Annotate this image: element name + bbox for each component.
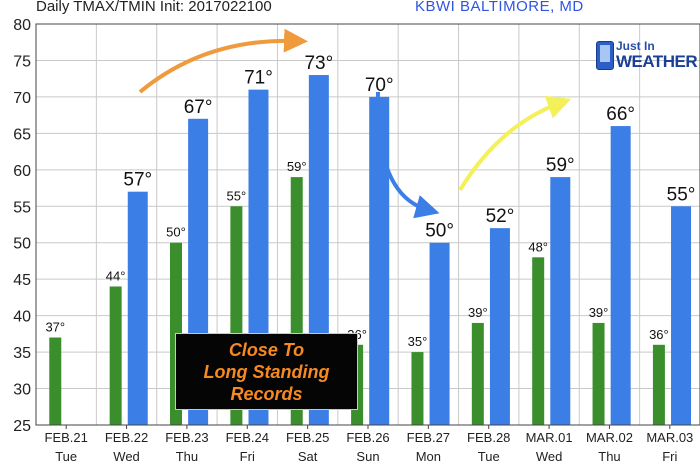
y-tick-label: 70	[13, 90, 31, 107]
x-tick-weekday: Wed	[113, 449, 140, 464]
callout-text: Close To Long Standing Records	[203, 339, 330, 404]
x-tick-weekday: Thu	[176, 449, 198, 464]
logo-line-1: Just In	[616, 39, 655, 53]
y-tick-label: 50	[13, 236, 31, 253]
x-tick-date: FEB.28	[467, 430, 510, 445]
tmin-value-label: 37°	[45, 320, 65, 335]
blue-cooling-arrow	[375, 91, 440, 219]
logo-line-2: WEATHER	[616, 52, 698, 71]
x-tick-date: FEB.22	[105, 430, 148, 445]
x-tick-date: FEB.24	[226, 430, 269, 445]
x-tick-date: FEB.23	[165, 430, 208, 445]
tmax-bar	[489, 228, 510, 425]
bar-series	[49, 75, 692, 426]
x-tick-weekday: Tue	[478, 449, 500, 464]
y-tick-label: 40	[13, 309, 31, 326]
bar-value-labels: 37° 44° 57° 50° 67° 55° 71° 59° 73° 36° 70° 35° 50° 3…	[45, 53, 695, 349]
tmin-bar	[49, 337, 62, 425]
tmin-value-label: 35°	[408, 334, 428, 349]
y-tick-label: 65	[13, 126, 31, 143]
x-tick-date: FEB.25	[286, 430, 329, 445]
tmax-value-label: 71°	[244, 68, 273, 89]
plot-frame	[35, 23, 700, 426]
x-tick-weekday: Fri	[240, 449, 255, 464]
x-tick-date: MAR.02	[586, 430, 633, 445]
x-tick-weekday: Tue	[55, 449, 77, 464]
y-axis-tick-labels: 25 30 35 40 45 50 55 60 65 70 75 80	[13, 17, 31, 435]
y-tick-label: 75	[13, 53, 31, 70]
x-axis-tick-labels: FEB.21 Tue FEB.22 Wed FEB.23 Thu FEB.24 Fri FEB.…	[45, 425, 693, 464]
tmax-bar	[610, 126, 631, 425]
tmin-value-label: 39°	[589, 305, 609, 320]
tmax-value-label: 70°	[365, 75, 394, 96]
x-tick-date: MAR.01	[526, 430, 573, 445]
tmax-value-label: 73°	[304, 53, 333, 74]
x-tick-weekday: Fri	[662, 449, 677, 464]
tmin-value-label: 59°	[287, 159, 307, 174]
tmax-bar	[429, 242, 450, 425]
x-tick-date: MAR.03	[646, 430, 693, 445]
tmax-bar	[550, 177, 571, 425]
y-tick-label: 55	[13, 199, 31, 216]
x-tick-date: FEB.26	[346, 430, 389, 445]
tmin-value-label: 50°	[166, 225, 186, 240]
y-tick-label: 35	[13, 345, 31, 362]
x-tick-weekday: Wed	[536, 449, 563, 464]
y-tick-label: 45	[13, 272, 31, 289]
tmax-bar	[671, 206, 692, 425]
x-tick-date: FEB.21	[45, 430, 88, 445]
phone-icon	[596, 41, 614, 70]
tmax-value-label: 59°	[546, 155, 575, 176]
tmin-bar	[592, 322, 605, 425]
y-tick-label: 80	[13, 17, 31, 34]
x-tick-weekday: Mon	[416, 449, 441, 464]
tmin-value-label: 48°	[528, 239, 548, 254]
just-in-weather-logo: Just In WEATHER	[594, 38, 698, 78]
tmax-value-label: 66°	[606, 104, 635, 125]
tmin-bar	[471, 322, 484, 425]
x-tick-weekday: Sat	[298, 449, 318, 464]
orange-warming-arrow	[138, 28, 308, 94]
y-tick-label: 25	[13, 418, 31, 435]
tmin-bar	[532, 257, 545, 425]
tmin-value-label: 44°	[106, 268, 126, 283]
station-name: KBWI BALTIMORE, MD	[415, 0, 584, 15]
tmin-bar	[109, 286, 122, 425]
tmax-value-label: 57°	[123, 170, 152, 191]
tmax-value-label: 50°	[425, 221, 454, 242]
tmin-bar	[652, 344, 665, 425]
trend-arrows	[138, 28, 572, 219]
y-tick-label: 60	[13, 163, 31, 180]
x-tick-weekday: Sun	[356, 449, 379, 464]
tmin-value-label: 39°	[468, 305, 488, 320]
tmax-bar	[369, 96, 390, 425]
tmax-value-label: 55°	[667, 184, 696, 205]
tmin-value-label: 36°	[649, 327, 669, 342]
x-tick-weekday: Thu	[598, 449, 620, 464]
tmax-value-label: 67°	[184, 97, 213, 118]
chart-title: Daily TMAX/TMIN Init: 2017022100	[36, 0, 272, 15]
tmax-value-label: 52°	[486, 206, 515, 227]
y-tick-label: 30	[13, 382, 31, 399]
tmin-value-label: 55°	[227, 188, 247, 203]
x-tick-date: FEB.27	[407, 430, 450, 445]
yellow-warming-arrow	[458, 95, 572, 192]
tmax-bar	[127, 191, 148, 425]
tmin-bar	[411, 352, 424, 425]
records-callout: Close To Long Standing Records	[175, 333, 358, 410]
